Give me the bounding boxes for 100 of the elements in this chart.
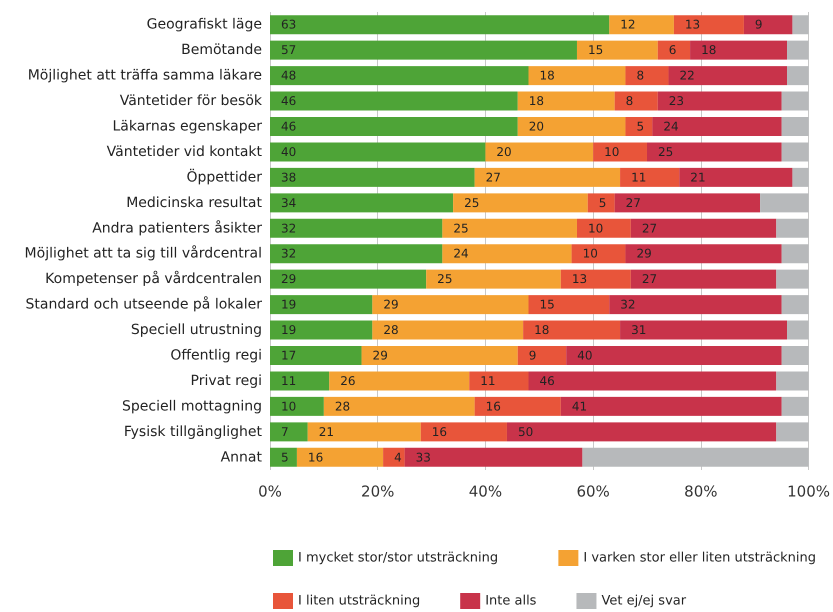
bar <box>782 396 809 416</box>
data-label: 29 <box>636 246 652 261</box>
bar <box>270 218 442 238</box>
y-tick-label: Speciell mottagning <box>122 398 262 414</box>
legend-label: Inte alls <box>485 594 537 608</box>
data-label: 19 <box>281 323 296 338</box>
data-label: 18 <box>540 68 555 83</box>
y-tick-label: Privat regi <box>190 372 262 389</box>
legend-label: I liten utsträckning <box>298 594 420 608</box>
data-label: 5 <box>636 120 644 134</box>
bar <box>506 422 776 442</box>
bar <box>528 66 626 86</box>
data-label: 16 <box>432 424 448 439</box>
bar <box>620 168 680 187</box>
bar <box>787 40 809 60</box>
bar <box>308 422 421 442</box>
bar <box>652 117 782 136</box>
bar <box>469 371 529 390</box>
bar <box>383 448 405 467</box>
data-label: 20 <box>528 120 544 134</box>
bar <box>690 40 788 60</box>
legend-label: I mycket stor/stor utsträckning <box>298 550 498 566</box>
bar <box>270 117 518 136</box>
data-label: 40 <box>281 144 296 159</box>
data-label: 32 <box>281 246 296 261</box>
bar <box>630 270 776 289</box>
data-label: 50 <box>518 424 534 439</box>
bar <box>760 193 809 212</box>
data-label: 16 <box>308 450 324 464</box>
y-tick-label: Standard och utseende på lokaler <box>25 296 262 313</box>
bar <box>588 193 615 212</box>
data-label: 27 <box>642 272 658 286</box>
bar <box>523 320 620 340</box>
bar <box>270 92 518 111</box>
y-tick-label: Läkarnas egenskaper <box>112 118 262 134</box>
data-label: 25 <box>437 272 452 286</box>
bar <box>614 92 658 111</box>
data-label: 57 <box>281 43 296 58</box>
data-label: 7 <box>281 424 289 439</box>
data-label: 11 <box>281 374 296 388</box>
data-label: 5 <box>598 196 606 210</box>
bar <box>593 142 647 162</box>
data-label: 10 <box>588 221 604 236</box>
bar <box>792 168 809 187</box>
data-label: 32 <box>281 221 296 236</box>
data-label: 4 <box>394 450 402 464</box>
bar <box>679 168 792 187</box>
bar <box>744 15 792 34</box>
data-label: 28 <box>334 399 350 414</box>
bar <box>782 295 809 314</box>
bar <box>296 448 384 467</box>
bar <box>560 270 631 289</box>
bar <box>776 371 809 390</box>
bar <box>630 218 776 238</box>
data-label: 21 <box>690 170 706 184</box>
bar <box>566 346 782 365</box>
data-label: 48 <box>281 68 296 83</box>
data-label: 5 <box>281 450 289 464</box>
data-label: 10 <box>281 399 296 414</box>
bar <box>372 295 529 314</box>
bar <box>453 193 588 212</box>
bar <box>270 193 454 212</box>
x-tick-label: 20% <box>361 482 394 500</box>
data-label: 15 <box>540 298 555 312</box>
bar <box>792 15 809 34</box>
bar <box>485 142 594 162</box>
data-label: 11 <box>480 374 496 388</box>
y-tick-label: Öppettider <box>186 168 262 186</box>
y-tick-label: Geografiskt läge <box>146 16 262 33</box>
bar <box>776 270 809 289</box>
bar <box>270 244 442 264</box>
data-label: 29 <box>383 298 399 312</box>
data-label: 19 <box>281 298 296 312</box>
data-label: 11 <box>631 170 646 184</box>
data-label: 40 <box>577 348 592 362</box>
bar <box>576 218 631 238</box>
data-label: 28 <box>383 323 399 338</box>
bar <box>625 117 652 136</box>
data-label: 15 <box>588 43 604 58</box>
bar <box>560 396 782 416</box>
data-label: 27 <box>486 170 501 184</box>
bar <box>442 244 572 264</box>
data-label: 29 <box>281 272 296 286</box>
data-label: 29 <box>372 348 388 362</box>
bar <box>474 168 620 187</box>
bar <box>270 295 372 314</box>
x-tick-label: 80% <box>684 482 718 500</box>
bar <box>270 320 372 340</box>
bar <box>782 142 809 162</box>
x-tick-label: 100% <box>787 482 830 500</box>
data-label: 18 <box>534 323 550 338</box>
bar <box>782 92 809 111</box>
bar <box>518 92 615 111</box>
data-label: 38 <box>281 170 296 184</box>
y-tick-label: Andra patienters åsikter <box>92 219 262 236</box>
bar <box>329 371 470 390</box>
bar <box>572 244 626 264</box>
y-tick-label: Kompetenser på vårdcentralen <box>45 270 262 288</box>
data-label: 27 <box>642 221 658 236</box>
bar <box>625 66 669 86</box>
